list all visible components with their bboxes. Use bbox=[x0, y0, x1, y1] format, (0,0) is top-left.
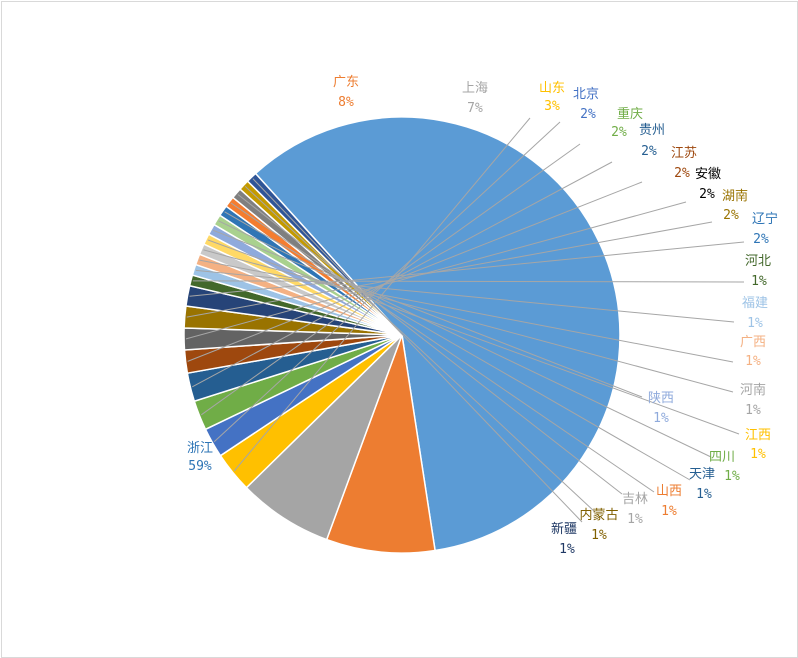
leader-line-22 bbox=[252, 178, 583, 523]
slice-label-12: 福建 bbox=[742, 296, 768, 311]
leader-line-20 bbox=[237, 194, 623, 495]
slice-percent-10: 2% bbox=[753, 232, 769, 247]
slice-percent-7: 2% bbox=[674, 166, 690, 181]
pie-slices bbox=[183, 116, 621, 554]
slice-label-4: 北京 bbox=[573, 87, 599, 102]
slice-percent-0: 59% bbox=[188, 459, 212, 474]
slice-percent-21: 1% bbox=[591, 528, 607, 543]
slice-label-9: 湖南 bbox=[722, 188, 748, 204]
leader-line-8 bbox=[185, 201, 687, 340]
pie-slice-1 bbox=[325, 334, 436, 554]
pie-slice-0 bbox=[254, 116, 621, 552]
leader-line-17 bbox=[218, 220, 712, 458]
slice-percent-11: 1% bbox=[751, 274, 767, 289]
slice-label-2: 上海 bbox=[462, 81, 488, 96]
slice-label-3: 山东 bbox=[539, 81, 565, 96]
slice-percent-15: 1% bbox=[750, 447, 766, 462]
slice-label-13: 广西 bbox=[740, 335, 766, 350]
slice-percent-8: 2% bbox=[699, 187, 715, 202]
leader-line-16 bbox=[212, 229, 643, 398]
slice-percent-17: 1% bbox=[724, 469, 740, 484]
data-labels: 浙江 59% 广东 8% 上海 7% 山东 3% 北京 2% 重庆 2% 贵州 2% 江苏 2% 安徽 2% 湖南 2… bbox=[187, 75, 778, 557]
leader-line-14 bbox=[203, 249, 734, 393]
leader-line-5 bbox=[201, 143, 581, 416]
slice-label-8: 安徽 bbox=[695, 167, 721, 182]
slice-percent-5: 2% bbox=[611, 125, 627, 140]
leader-line-21 bbox=[244, 186, 596, 513]
slice-label-11: 河北 bbox=[745, 254, 771, 269]
leader-line-15 bbox=[207, 239, 740, 435]
leader-lines bbox=[185, 117, 745, 523]
slice-label-20: 吉林 bbox=[622, 492, 648, 507]
slice-percent-4: 2% bbox=[580, 107, 596, 122]
slice-label-18: 天津 bbox=[689, 467, 715, 482]
slice-percent-14: 1% bbox=[745, 403, 761, 418]
slice-label-10: 辽宁 bbox=[752, 211, 778, 227]
slice-label-16: 陕西 bbox=[648, 391, 674, 406]
slice-label-7: 江苏 bbox=[671, 145, 697, 161]
leader-line-13 bbox=[199, 259, 734, 363]
leader-line-10 bbox=[189, 241, 745, 297]
leader-line-9 bbox=[186, 221, 713, 318]
slice-percent-2: 7% bbox=[467, 101, 483, 116]
slice-label-1: 广东 bbox=[333, 75, 359, 90]
slice-percent-6: 2% bbox=[641, 144, 657, 159]
slice-percent-19: 1% bbox=[661, 504, 677, 519]
slice-label-21: 内蒙古 bbox=[579, 507, 618, 523]
slice-label-17: 四川 bbox=[709, 450, 735, 465]
slice-label-15: 江西 bbox=[745, 428, 771, 443]
leader-line-19 bbox=[230, 202, 655, 493]
slice-label-19: 山西 bbox=[656, 484, 682, 499]
slice-percent-20: 1% bbox=[627, 512, 643, 527]
slice-percent-12: 1% bbox=[747, 316, 763, 331]
slice-label-14: 河南 bbox=[740, 382, 766, 398]
leader-line-7 bbox=[187, 181, 643, 362]
slice-percent-13: 1% bbox=[745, 354, 761, 369]
slice-percent-22: 1% bbox=[559, 542, 575, 557]
slice-percent-16: 1% bbox=[653, 411, 669, 426]
slice-label-0: 浙江 bbox=[187, 441, 213, 456]
slice-percent-18: 1% bbox=[696, 487, 712, 502]
leader-line-18 bbox=[224, 211, 691, 481]
leader-line-12 bbox=[195, 269, 735, 323]
leader-line-11 bbox=[192, 280, 745, 283]
slice-percent-3: 3% bbox=[544, 99, 560, 114]
slice-label-6: 贵州 bbox=[639, 123, 665, 138]
leader-line-6 bbox=[192, 161, 613, 388]
slice-percent-1: 8% bbox=[338, 95, 354, 110]
slice-percent-9: 2% bbox=[723, 208, 739, 223]
slice-label-5: 重庆 bbox=[617, 106, 643, 122]
slice-label-22: 新疆 bbox=[551, 521, 577, 537]
